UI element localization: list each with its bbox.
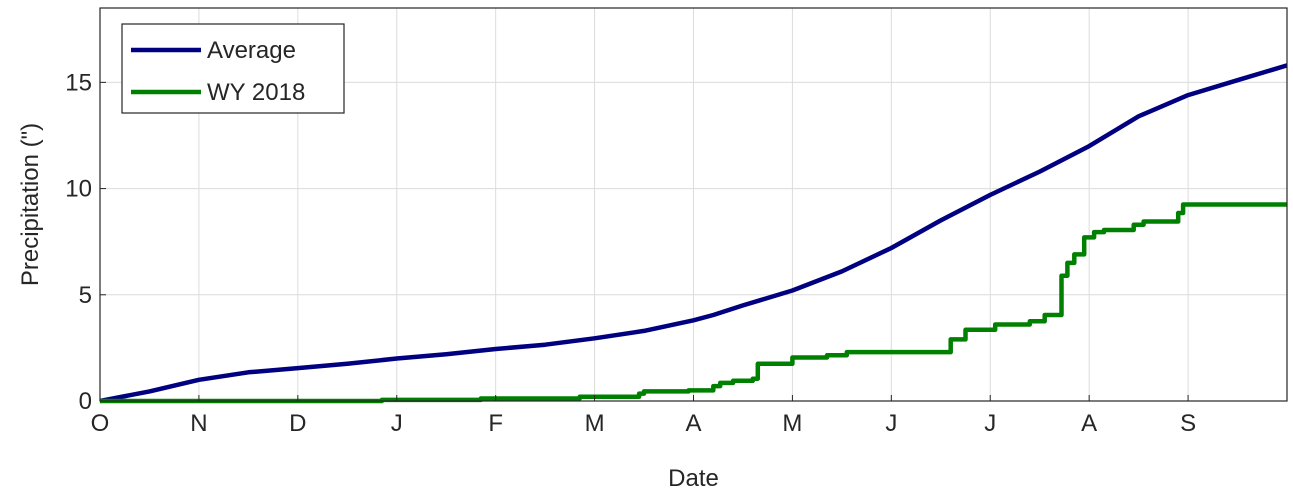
y-tick-label: 0 bbox=[79, 388, 92, 415]
x-tick-label: F bbox=[488, 410, 503, 437]
y-axis-label: Precipitation (") bbox=[17, 123, 44, 286]
x-tick-label: A bbox=[1081, 410, 1097, 437]
series-line-wy2018 bbox=[100, 202, 1287, 404]
y-tick-label: 15 bbox=[65, 69, 92, 96]
legend-label: WY 2018 bbox=[207, 79, 305, 106]
series-lines bbox=[99, 63, 1288, 404]
legend-box bbox=[121, 23, 345, 114]
y-tick-label: 10 bbox=[65, 176, 92, 203]
x-tick-label: O bbox=[91, 410, 110, 437]
x-tick-label: S bbox=[1180, 410, 1196, 437]
x-tick-label: A bbox=[685, 410, 701, 437]
x-tick-label: M bbox=[782, 410, 802, 437]
axis-ticks: O N D J F M A M J J A S 0 5 10 15 bbox=[65, 69, 1196, 437]
y-tick-label: 5 bbox=[79, 282, 92, 309]
x-tick-label: J bbox=[885, 410, 897, 437]
x-tick-label: N bbox=[190, 410, 207, 437]
x-axis-label: Date bbox=[668, 465, 719, 492]
legend-label: Average bbox=[207, 37, 296, 64]
x-tick-label: J bbox=[984, 410, 996, 437]
series-line-average bbox=[99, 63, 1288, 404]
x-tick-label: J bbox=[391, 410, 403, 437]
x-tick-label: D bbox=[289, 410, 306, 437]
legend: Average WY 2018 bbox=[121, 23, 345, 114]
x-tick-label: M bbox=[585, 410, 605, 437]
